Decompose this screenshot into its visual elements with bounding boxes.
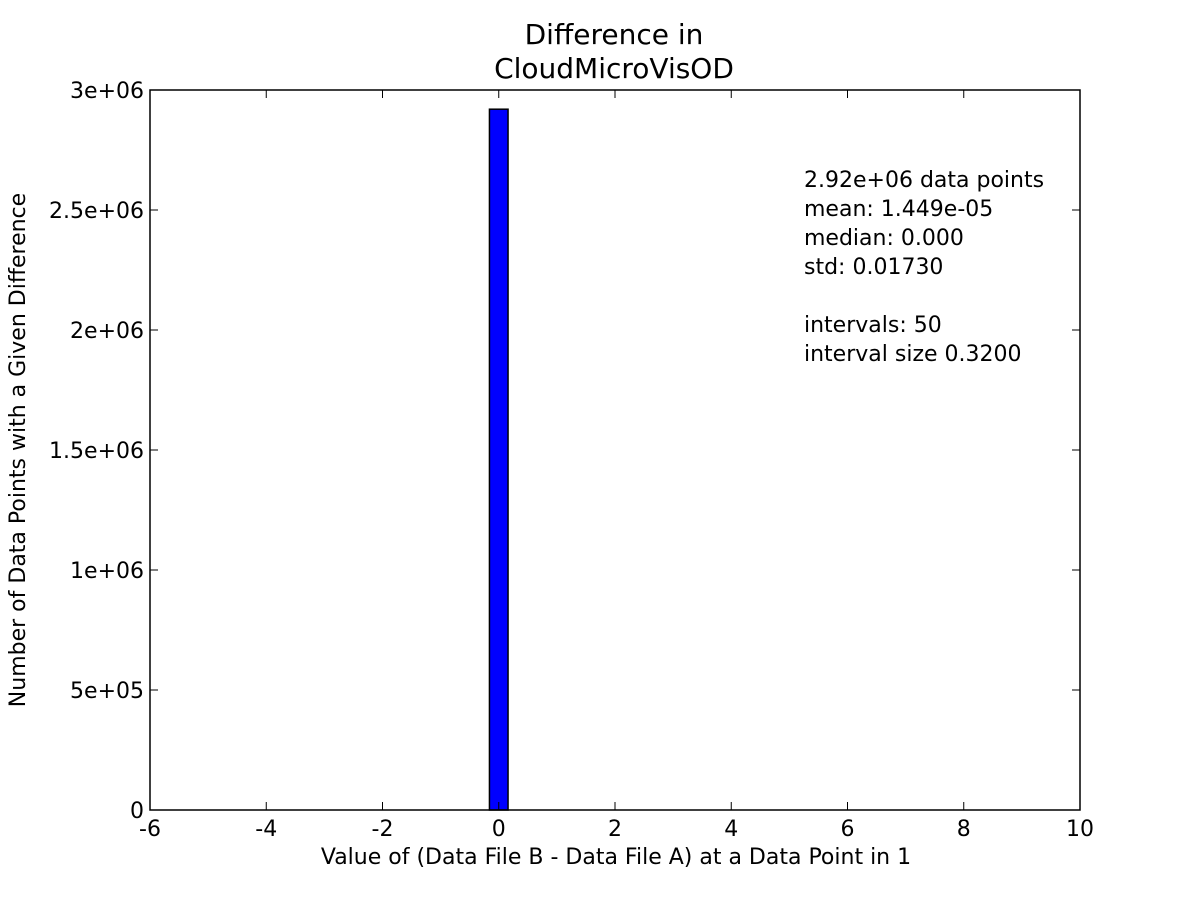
bars bbox=[488, 108, 509, 811]
x-tick-label: 0 bbox=[492, 817, 506, 842]
stats-annotation: 2.92e+06 data points mean: 1.449e-05 media… bbox=[804, 168, 1044, 367]
annotation-line: interval size 0.3200 bbox=[804, 342, 1022, 367]
annotation-line: 2.92e+06 data points bbox=[804, 168, 1044, 193]
y-tick-label: 0 bbox=[130, 799, 144, 824]
y-tick-labels: 0 5e+05 1e+06 1.5e+06 2e+06 2.5e+06 3e+06 bbox=[49, 79, 144, 824]
y-tick-label: 3e+06 bbox=[70, 79, 144, 104]
annotation-line: intervals: 50 bbox=[804, 313, 942, 338]
y-axis-label: Number of Data Points with a Given Diffe… bbox=[6, 193, 31, 707]
x-tick-label: 8 bbox=[957, 817, 971, 842]
annotation-line: median: 0.000 bbox=[804, 226, 964, 251]
title-line: CloudMicroVisOD bbox=[494, 52, 734, 85]
histogram-bar bbox=[488, 108, 509, 811]
y-tick-label: 2e+06 bbox=[70, 319, 144, 344]
x-tick-label: 2 bbox=[608, 817, 622, 842]
x-tick-label: -4 bbox=[255, 817, 277, 842]
title-line: Difference in bbox=[525, 18, 704, 51]
x-tick-label: 10 bbox=[1066, 817, 1094, 842]
x-tick-label: 6 bbox=[841, 817, 855, 842]
x-tick-label: -2 bbox=[372, 817, 394, 842]
x-tick-label: -6 bbox=[139, 817, 161, 842]
axis-ticks bbox=[149, 89, 1081, 811]
y-tick-label: 5e+05 bbox=[70, 679, 144, 704]
annotation-line: mean: 1.449e-05 bbox=[804, 197, 993, 222]
x-axis-label: Value of (Data File B - Data File A) at … bbox=[321, 845, 911, 870]
x-tick-label: 4 bbox=[724, 817, 738, 842]
y-tick-label: 1.5e+06 bbox=[49, 439, 144, 464]
y-tick-label: 1e+06 bbox=[70, 559, 144, 584]
y-tick-label: 2.5e+06 bbox=[49, 199, 144, 224]
annotation-line: std: 0.01730 bbox=[804, 255, 943, 280]
x-tick-labels: -6 -4 -2 0 2 4 6 8 10 bbox=[139, 817, 1094, 842]
